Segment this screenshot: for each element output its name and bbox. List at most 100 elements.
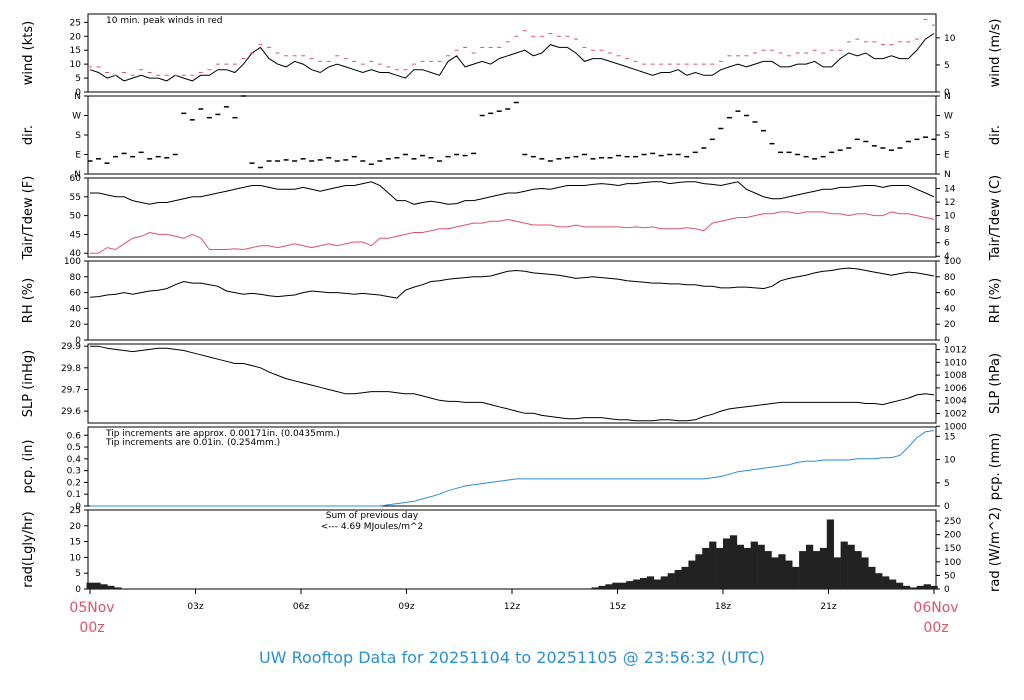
rad-bar <box>660 576 668 589</box>
rh-series-line-0 <box>89 267 935 299</box>
wind-ytick-label: 10 <box>70 60 82 70</box>
time-tick-label: 21z <box>820 602 836 612</box>
start-hour-label: 00z <box>79 620 105 636</box>
time-tick-label: 09z <box>398 602 414 612</box>
rad-bar <box>819 547 828 589</box>
temp-panel-frame <box>87 177 937 258</box>
wind-ytick-label: 15 <box>70 46 81 56</box>
rad-bar <box>799 551 807 589</box>
rad-bar <box>626 581 634 589</box>
pcp-ytick-label: 0.4 <box>67 455 82 465</box>
wind-panel-frame <box>87 13 937 93</box>
rh-ylabel: RH (%) <box>21 278 36 323</box>
end-date-label: 06Nov 00z <box>906 598 966 638</box>
rad-bar <box>674 570 682 589</box>
rad-bar <box>778 554 786 589</box>
dir-ylabel-right: dir. <box>988 125 1003 145</box>
start-date-label: 05Nov 00z <box>62 598 122 638</box>
rad-bar <box>826 519 834 589</box>
temp-ytick-right-label: 10 <box>944 212 956 222</box>
wind-ytick-label: 20 <box>70 32 82 42</box>
rad-bar <box>764 551 772 589</box>
slp-ylabel-right: SLP (hPa) <box>988 353 1003 414</box>
rad-bar <box>695 554 703 589</box>
time-tick-label: 18z <box>715 602 731 612</box>
pcp-ytick-label: 0 <box>75 502 81 512</box>
rh-ytick-label: 80 <box>70 273 82 283</box>
rad-bar <box>107 585 115 589</box>
temp-series-line-0 <box>90 181 935 205</box>
temp-ylabel-right: Tair/Tdew (C) <box>988 175 1003 261</box>
wind-annotation: 10 min. peak winds in red <box>106 16 223 26</box>
rad-bar <box>840 541 848 589</box>
rad-bar <box>812 551 821 589</box>
slp-ytick-right-label: 1004 <box>944 397 967 407</box>
pcp-ylabel-right: pcp. (mm) <box>988 433 1003 500</box>
dir-ytick-label: S <box>75 131 81 141</box>
rad-bar <box>909 587 918 589</box>
temp-ytick-right-label: 12 <box>944 198 955 208</box>
pcp-ytick-label: 0.3 <box>67 467 81 477</box>
rad-bar <box>833 557 841 589</box>
rad-annotation-value: <--- 4.69 MJoules/m^2 <box>321 522 423 532</box>
rad-bar <box>646 576 655 589</box>
rh-ytick-label: 20 <box>70 320 82 330</box>
rh-ytick-label: 0 <box>75 336 81 346</box>
time-tick-label: 15z <box>609 602 625 612</box>
rad-ytick-label: 5 <box>75 569 81 579</box>
rad-bar <box>785 560 793 589</box>
wind-ytick-right-label: 10 <box>944 34 956 44</box>
dir-ytick-right-label: N <box>944 92 951 102</box>
time-tick-label: 03z <box>187 602 203 612</box>
temp-ytick-label: 55 <box>70 193 81 203</box>
end-hour-label: 00z <box>923 620 949 636</box>
dir-ytick-right-label: N <box>944 170 951 180</box>
slp-ytick-right-label: 1000 <box>944 422 967 432</box>
pcp-series-line-0 <box>90 430 935 507</box>
rad-ylabel: rad(Lgly/hr) <box>21 511 36 587</box>
wind-ytick-right-label: 0 <box>944 88 950 98</box>
rad-bar <box>847 544 855 589</box>
rh-ytick-right-label: 0 <box>944 336 950 346</box>
wind-ytick-right-label: 5 <box>944 61 950 71</box>
temp-ytick-right-label: 6 <box>944 239 950 249</box>
rad-bar <box>930 585 938 589</box>
rad-bar <box>923 584 931 589</box>
dir-ylabel: dir. <box>21 125 36 145</box>
dir-ytick-right-label: E <box>944 151 950 161</box>
rh-ytick-label: 40 <box>70 304 82 314</box>
pcp-ytick-label: 0.2 <box>67 478 81 488</box>
temp-ytick-right-label: 4 <box>944 252 950 262</box>
rh-ytick-right-label: 40 <box>944 304 956 314</box>
wind-ylabel-right: wind (m/s) <box>988 19 1003 88</box>
slp-ytick-label: 29.9 <box>61 342 81 352</box>
rad-bar <box>868 566 876 589</box>
slp-ytick-right-label: 1010 <box>944 358 967 368</box>
pcp-ytick-right-label: 5 <box>944 479 950 489</box>
pcp-annotation-0: Tip increments are approx. 0.00171in. (0… <box>105 429 340 439</box>
dir-ytick-right-label: W <box>944 112 953 122</box>
rad-ylabel-right: rad (W/m^2) <box>988 507 1003 592</box>
rad-bar <box>605 584 613 589</box>
rh-ytick-right-label: 20 <box>944 320 956 330</box>
pcp-ytick-label: 0.1 <box>67 490 81 500</box>
rad-bar <box>639 577 648 589</box>
temp-ytick-right-label: 8 <box>944 225 950 235</box>
rad-bar <box>591 587 599 589</box>
pcp-ytick-label: 0.6 <box>67 431 82 441</box>
temp-ytick-label: 50 <box>70 212 82 222</box>
slp-ytick-label: 29.8 <box>61 364 81 374</box>
rad-bar <box>895 582 904 589</box>
temp-series-line-1 <box>90 211 935 254</box>
time-tick-label: 06z <box>293 602 309 612</box>
rad-ytick-right-label: 0 <box>944 585 950 595</box>
end-day-label: 06Nov <box>913 600 959 616</box>
pcp-panel-frame <box>87 426 937 507</box>
rad-ytick-right-label: 200 <box>944 531 961 541</box>
rad-annotation-title: Sum of previous day <box>326 511 419 521</box>
wind-series-line-0 <box>89 33 935 82</box>
temp-ylabel: Tair/Tdew (F) <box>21 176 36 261</box>
rh-ylabel-right: RH (%) <box>988 278 1003 323</box>
rad-ytick-label: 15 <box>70 538 81 548</box>
rad-bar <box>771 557 779 589</box>
